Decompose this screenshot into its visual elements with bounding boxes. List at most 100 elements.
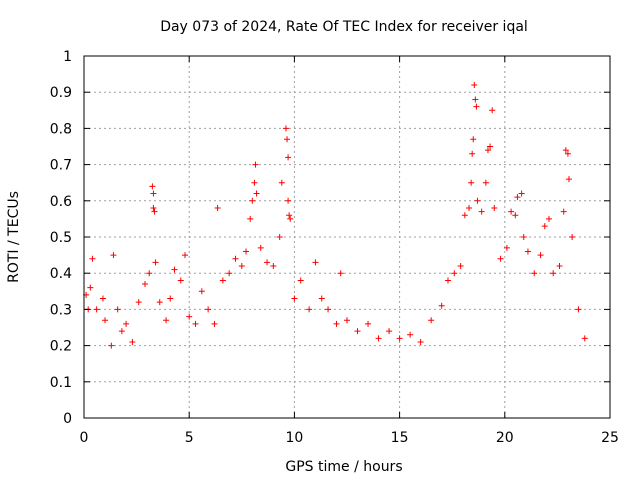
data-point bbox=[491, 205, 498, 212]
data-point bbox=[257, 244, 264, 251]
data-point bbox=[470, 136, 477, 143]
data-point bbox=[253, 190, 260, 197]
data-point bbox=[123, 320, 130, 327]
data-point bbox=[243, 248, 250, 255]
data-point bbox=[484, 147, 491, 154]
data-point bbox=[102, 317, 109, 324]
data-point bbox=[264, 259, 271, 266]
data-point bbox=[167, 295, 174, 302]
data-point bbox=[333, 320, 340, 327]
y-tick-label: 0.2 bbox=[50, 339, 72, 355]
data-point bbox=[489, 107, 496, 114]
data-point bbox=[270, 262, 277, 269]
x-tick-label: 10 bbox=[285, 430, 303, 446]
data-point bbox=[545, 215, 552, 222]
data-point bbox=[291, 295, 298, 302]
data-point bbox=[344, 317, 350, 324]
data-point bbox=[286, 212, 293, 219]
data-point bbox=[251, 179, 258, 186]
gridlines bbox=[84, 56, 610, 418]
data-point bbox=[226, 270, 233, 277]
data-point bbox=[163, 317, 170, 324]
x-tick-label: 25 bbox=[601, 430, 619, 446]
data-point bbox=[282, 125, 289, 132]
data-point bbox=[278, 179, 285, 186]
data-point bbox=[198, 288, 205, 295]
data-point bbox=[284, 136, 291, 143]
x-tick-label: 0 bbox=[80, 430, 89, 446]
y-tick-label: 0.4 bbox=[50, 266, 72, 282]
data-point bbox=[181, 252, 188, 259]
data-point bbox=[171, 266, 178, 273]
data-point bbox=[247, 215, 254, 222]
data-point bbox=[146, 270, 153, 277]
y-axis-label: ROTI / TECUs bbox=[6, 191, 22, 283]
data-point bbox=[564, 150, 571, 157]
data-point bbox=[428, 317, 435, 324]
x-tick-label: 20 bbox=[496, 430, 514, 446]
data-point bbox=[192, 320, 199, 327]
data-point bbox=[469, 150, 476, 157]
data-point bbox=[318, 295, 325, 302]
data-point bbox=[473, 103, 480, 110]
data-point bbox=[531, 270, 538, 277]
data-point bbox=[156, 299, 163, 306]
y-tick-label: 0 bbox=[63, 411, 72, 427]
data-point bbox=[541, 223, 548, 230]
data-point bbox=[312, 259, 319, 266]
data-point bbox=[512, 212, 519, 219]
data-point bbox=[466, 205, 473, 212]
data-point bbox=[514, 194, 521, 201]
data-point bbox=[562, 147, 569, 154]
data-point bbox=[214, 205, 221, 212]
data-point bbox=[556, 262, 563, 269]
data-point bbox=[108, 342, 115, 349]
x-axis-label: GPS time / hours bbox=[285, 459, 402, 475]
y-tick-label: 0.7 bbox=[50, 158, 72, 174]
data-point bbox=[396, 335, 403, 342]
data-point bbox=[151, 208, 158, 215]
data-point bbox=[365, 320, 372, 327]
data-point bbox=[581, 335, 588, 342]
data-point bbox=[451, 270, 458, 277]
data-point bbox=[461, 212, 468, 219]
data-point bbox=[306, 306, 313, 313]
data-point bbox=[93, 306, 100, 313]
y-tick-label: 0.6 bbox=[50, 194, 72, 210]
plot-frame bbox=[83, 55, 611, 419]
data-point bbox=[114, 306, 121, 313]
data-point bbox=[142, 281, 149, 288]
axis-ticks: 00.10.20.30.40.50.60.70.80.910 5 10 15 20 25 bbox=[50, 49, 619, 446]
data-point bbox=[503, 244, 510, 251]
data-point bbox=[457, 262, 464, 269]
data-point bbox=[287, 215, 294, 222]
y-tick-label: 1 bbox=[63, 49, 72, 65]
data-point bbox=[118, 328, 125, 335]
data-point bbox=[152, 259, 159, 266]
data-point bbox=[87, 284, 94, 291]
data-point bbox=[386, 328, 393, 335]
data-point bbox=[569, 234, 576, 240]
data-point bbox=[252, 161, 259, 168]
data-point bbox=[110, 252, 117, 259]
data-point bbox=[560, 208, 567, 215]
data-point bbox=[375, 335, 382, 342]
data-point bbox=[89, 255, 96, 262]
data-point bbox=[468, 179, 475, 186]
data-point bbox=[472, 96, 479, 103]
data-point bbox=[537, 252, 544, 259]
data-point bbox=[219, 277, 226, 284]
data-point bbox=[337, 270, 344, 277]
x-tick-label: 5 bbox=[185, 430, 194, 446]
data-point bbox=[354, 328, 361, 335]
y-tick-label: 0.5 bbox=[50, 230, 72, 246]
data-point bbox=[150, 205, 157, 212]
data-point bbox=[232, 255, 239, 262]
data-point bbox=[150, 190, 157, 197]
data-point bbox=[325, 306, 332, 313]
data-point bbox=[205, 306, 212, 313]
x-tick-label: 15 bbox=[391, 430, 409, 446]
data-point bbox=[129, 338, 136, 345]
data-point bbox=[211, 320, 218, 327]
data-point bbox=[238, 262, 245, 269]
